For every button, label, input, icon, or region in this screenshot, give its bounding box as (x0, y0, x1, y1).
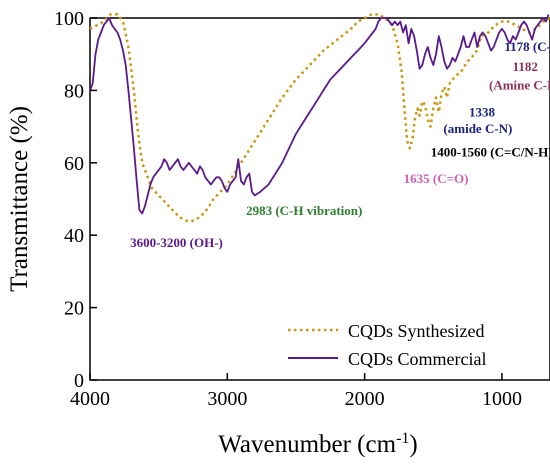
annotation-layer: 3600-3200 (OH-) 2983 (C-H vibration) 1635 … (130, 39, 550, 250)
y-tick-label: 60 (64, 153, 84, 175)
legend-label-synthesized: CQDs Synthesized (348, 321, 485, 341)
peak-annotation: (amide C-N) (443, 121, 512, 136)
axis-layer: 4000 3000 2000 1000 0 20 40 60 80 100 (54, 8, 522, 410)
peak-annotation: 1635 (C=O) (404, 171, 469, 186)
x-tick-label: 4000 (70, 388, 110, 410)
peak-annotation: 2983 (C-H vibration) (246, 203, 362, 218)
peak-annotation: 1182 (513, 59, 538, 74)
peak-annotation: 3600-3200 (OH-) (130, 235, 223, 250)
legend-label-commercial: CQDs Commercial (348, 349, 486, 369)
y-tick-label: 40 (64, 225, 84, 247)
legend: CQDs Synthesized CQDs Commercial (288, 321, 486, 369)
peak-annotation: 1400-1560 (C=C/N-H) (431, 145, 550, 160)
plot-frame (89, 17, 550, 381)
x-tick-label: 1000 (482, 388, 522, 410)
y-tick-label: 20 (64, 298, 84, 320)
x-tick-label: 3000 (207, 388, 247, 410)
y-tick-label: 0 (74, 370, 84, 392)
y-axis-title: Transmittance (%) (6, 106, 33, 292)
series-layer (89, 13, 550, 222)
series-line-commercial (89, 14, 550, 215)
y-tick-label: 80 (64, 80, 84, 102)
peak-annotation: 1178 (C-O) (504, 39, 550, 54)
y-tick-label: 100 (54, 8, 84, 30)
x-tick-label: 2000 (345, 388, 385, 410)
peak-annotation: (Amine C-H) (489, 77, 550, 92)
x-axis-title: Wavenumber (cm-1) (218, 430, 417, 458)
peak-annotation: 1338 (469, 104, 496, 119)
